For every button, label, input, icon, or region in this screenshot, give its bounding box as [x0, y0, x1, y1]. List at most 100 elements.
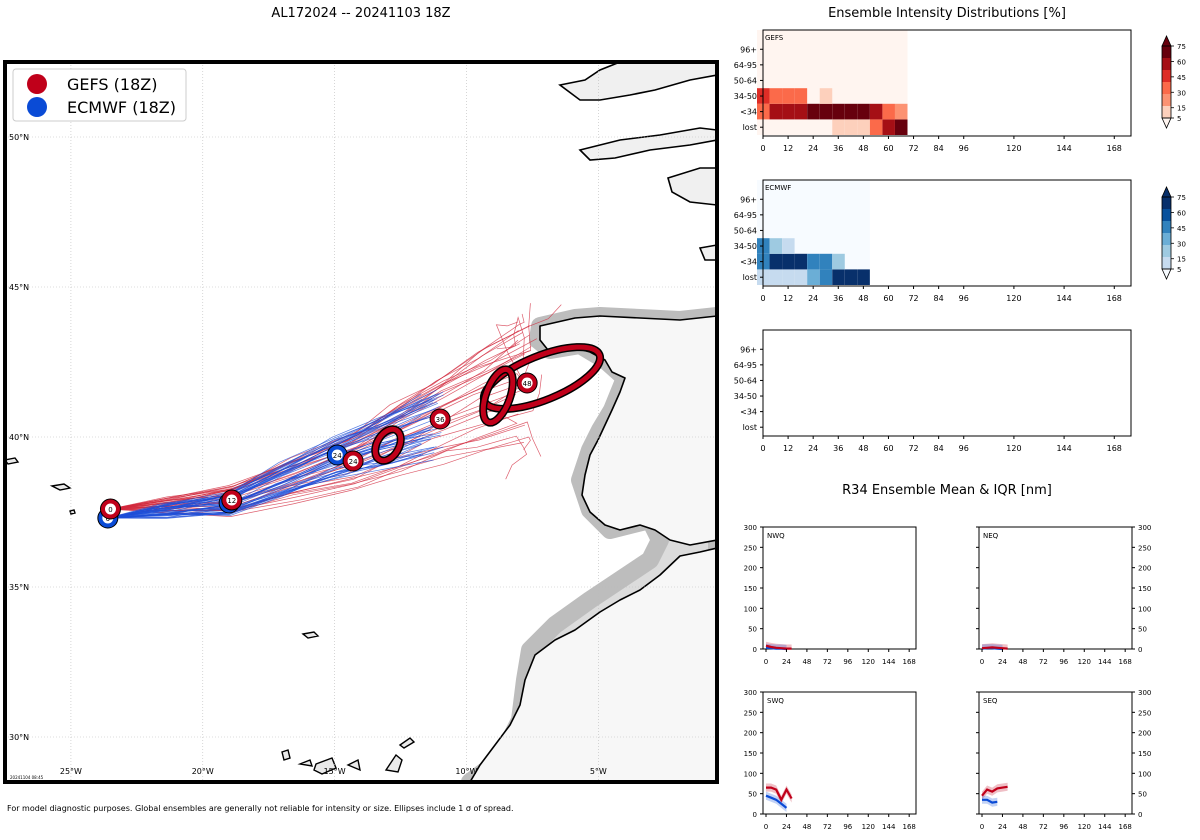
- r34-y-tick-label: 0: [753, 646, 757, 654]
- intensity-category-label: 96+: [740, 195, 757, 204]
- colorbar-tick-label: 30: [1177, 89, 1186, 97]
- intensity-category-label: lost: [743, 273, 757, 282]
- colorbar-segment: [1162, 70, 1171, 82]
- r34-quadrant-label: SEQ: [983, 697, 998, 705]
- r34-y-tick-label: 300: [744, 689, 757, 697]
- ecmwf-marker-core: [331, 449, 343, 461]
- canary-islands: [281, 737, 416, 775]
- gefs-member-track: [110, 316, 525, 510]
- track-center-markers: 01224012243648: [97, 372, 538, 529]
- r34-panel-nwq: NWQ 0 50 100 150 200 250 300 0 24 48 72 96 120 144 168: [744, 524, 917, 666]
- gefs-member-track: [110, 332, 523, 510]
- r34-x-tick-label: 120: [1078, 658, 1091, 666]
- r34-y-tick-label: 250: [1138, 709, 1151, 717]
- intensity-hour-label: 84: [934, 294, 944, 303]
- r34-y-tick-label: 100: [1138, 770, 1151, 778]
- r34-x-tick-label: 48: [802, 823, 811, 831]
- ecmwf-colorbar: 5 15 30 45 60 75: [1161, 186, 1186, 280]
- intensity-hour-label: 48: [858, 294, 868, 303]
- intensity-panel-ecmwf: ECMWF lost <34 34-50 50-64 64-95 96+ 0 12 24 36 48 6…: [734, 179, 1132, 303]
- ecmwf-hour-label: 24: [333, 452, 342, 460]
- map-frame: [3, 60, 719, 784]
- intensity-cell: [782, 238, 795, 254]
- r34-x-tick-label: 24: [782, 658, 791, 666]
- intensity-cell: [857, 103, 870, 120]
- r34-x-tick-label: 24: [782, 823, 791, 831]
- r34-y-tick-label: 100: [1138, 605, 1151, 613]
- r34-quadrant-label: SWQ: [767, 697, 784, 705]
- r34-y-tick-label: 0: [1138, 811, 1142, 819]
- colorbar-tick-label: 5: [1177, 266, 1181, 274]
- intensity-cell: [794, 88, 808, 104]
- colorbar-tick-label: 45: [1177, 225, 1186, 233]
- colorbar-extend-min: [1161, 268, 1172, 280]
- intensity-category-label: lost: [743, 423, 757, 432]
- intensity-category-label: 50-64: [734, 226, 757, 235]
- lon-tick-label: 5°W: [590, 767, 607, 776]
- ecmwf-member-track: [107, 393, 439, 519]
- legend-gefs-marker: [27, 74, 47, 94]
- gefs-r34-mean-line: [981, 646, 1008, 650]
- intensity-category-label: 34-50: [734, 242, 757, 251]
- r34-x-tick-label: 48: [802, 658, 811, 666]
- intensity-category-label: 64-95: [734, 211, 757, 220]
- r34-y-tick-label: 300: [744, 524, 757, 532]
- intensity-cell: [794, 103, 808, 120]
- r34-y-tick-label: 50: [1138, 791, 1147, 799]
- colorbar-extend-min: [1161, 117, 1172, 129]
- r34-y-tick-label: 200: [1138, 565, 1151, 573]
- gefs-ellipse-36h-fill: [480, 366, 516, 426]
- r34-x-tick-label: 144: [882, 823, 896, 831]
- r34-x-tick-label: 144: [1098, 658, 1112, 666]
- gefs-colorbar: 5 15 30 45 60 75: [1161, 35, 1186, 129]
- r34-y-tick-label: 100: [744, 770, 757, 778]
- intensity-hour-label: 96: [959, 444, 969, 453]
- colorbar-frame: [1161, 45, 1172, 119]
- colorbar-segment: [1162, 197, 1171, 209]
- r34-x-tick-label: 0: [980, 823, 984, 831]
- intensity-hour-label: 144: [1056, 294, 1071, 303]
- r34-x-tick-label: 120: [862, 658, 875, 666]
- intensity-hour-label: 36: [833, 444, 843, 453]
- intensity-cell: [857, 119, 870, 135]
- colorbar-tick-label: 60: [1177, 209, 1186, 217]
- intensity-category-label: <34: [740, 108, 757, 117]
- r34-x-tick-label: 96: [843, 658, 852, 666]
- intensity-title: Ensemble Intensity Distributions [%]: [828, 6, 1066, 21]
- colorbar-segment: [1162, 106, 1171, 118]
- intensity-cell: [844, 119, 858, 135]
- intensity-cell: [769, 269, 783, 285]
- ecmwf-member-track: [107, 401, 437, 519]
- intensity-panel-empty: lost <34 34-50 50-64 64-95 96+ 0 12 24 36 48 60 72 84…: [734, 329, 1132, 453]
- r34-panel-seq: SEQ 0 50 100 150 200 250 300 0 24 48 72 96 120 144 168: [976, 689, 1151, 831]
- colorbar-tick-label: 15: [1177, 105, 1186, 113]
- r34-y-tick-label: 0: [1138, 646, 1142, 654]
- lat-tick-label: 45°N: [9, 283, 29, 292]
- map-timestamp: 20241104 08:45: [10, 775, 44, 780]
- colorbar-segment: [1162, 209, 1171, 221]
- r34-quadrant-label: NEQ: [983, 532, 999, 540]
- intensity-panel-label: ECMWF: [765, 184, 791, 192]
- colorbar-tick-label: 60: [1177, 58, 1186, 66]
- ireland-uk: [558, 62, 717, 161]
- intensity-cell: [832, 269, 845, 285]
- r34-x-tick-label: 72: [823, 658, 832, 666]
- intensity-category-label: 96+: [740, 345, 757, 354]
- r34-y-tick-label: 50: [748, 626, 757, 634]
- intensity-cell: [869, 103, 883, 120]
- r34-x-tick-label: 0: [980, 658, 984, 666]
- intensity-cell: [819, 253, 833, 270]
- intensity-hour-label: 12: [783, 144, 793, 153]
- intensity-cell: [807, 103, 820, 120]
- intensity-hour-label: 120: [1006, 144, 1021, 153]
- intensity-cell: [844, 103, 858, 120]
- intensity-panel-label: GEFS: [765, 34, 784, 42]
- r34-y-tick-label: 200: [744, 565, 757, 573]
- intensity-category-label: lost: [743, 123, 757, 132]
- intensity-axes-frame: [762, 179, 1132, 287]
- r34-x-tick-label: 168: [902, 823, 915, 831]
- colorbar-segment: [1162, 46, 1171, 58]
- intensity-panels: GEFS lost <34 34-50 50-64 64-95 96+ 0 12 24 36 48 60…: [734, 29, 1186, 453]
- intensity-hour-label: 144: [1056, 444, 1071, 453]
- intensity-cell: [769, 88, 783, 104]
